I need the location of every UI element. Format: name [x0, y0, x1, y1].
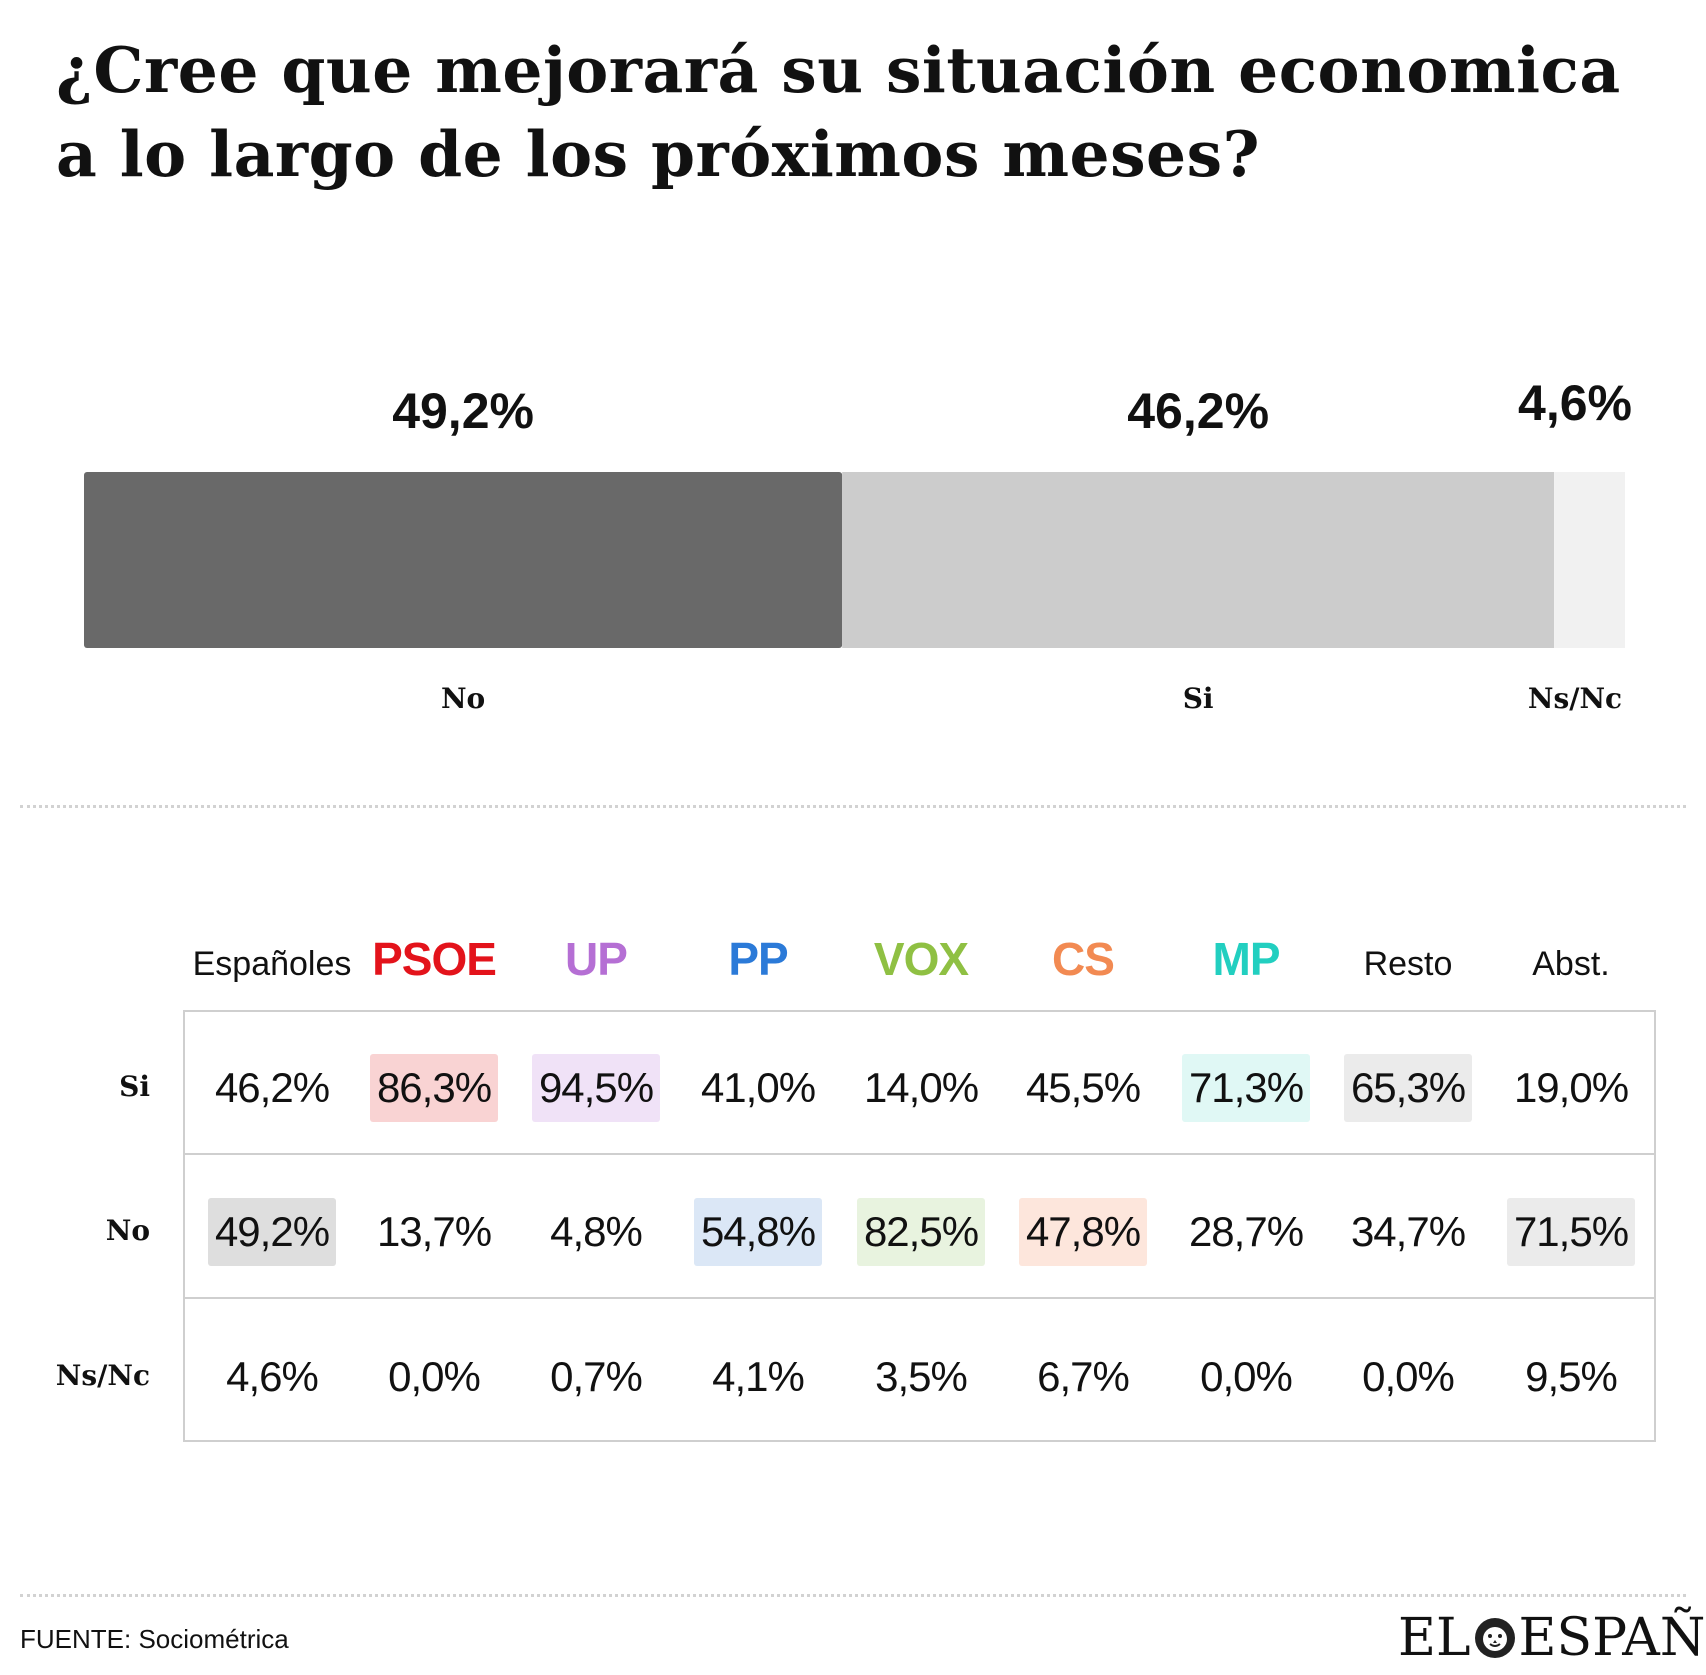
table-cell: 45,5%: [1025, 1064, 1141, 1111]
table-cell: 47,8%: [1019, 1198, 1147, 1266]
table-cell: 9,5%: [1525, 1353, 1618, 1400]
column-header: CS: [1052, 933, 1115, 985]
bar-segment-no: [84, 472, 843, 648]
row-label: No: [105, 1214, 150, 1247]
column-header: UP: [565, 933, 628, 985]
column-header: PP: [728, 933, 788, 985]
lion-head-icon: [1474, 1618, 1515, 1658]
category-label: Si: [1183, 682, 1214, 715]
table-cell: 6,7%: [1037, 1353, 1130, 1400]
table-cell: 65,3%: [1344, 1054, 1472, 1122]
column-header: VOX: [873, 933, 969, 985]
column-header: Abst.: [1532, 945, 1610, 983]
table-cell: 0,0%: [388, 1353, 481, 1400]
logo-right: ESPAÑOL: [1518, 1608, 1706, 1668]
table-cell: 3,5%: [875, 1353, 968, 1400]
value-label: 4,6%: [1518, 375, 1632, 431]
table-cell: 86,3%: [370, 1054, 498, 1122]
row-label: Si: [119, 1070, 150, 1103]
category-label: Ns/Nc: [1528, 682, 1622, 715]
category-label: No: [441, 682, 485, 715]
table-cell: 13,7%: [376, 1208, 492, 1255]
table-divider: [183, 1297, 1656, 1299]
table-cell: 0,7%: [550, 1353, 643, 1400]
bar-segment-ns-nc: [1554, 472, 1625, 648]
table-cell: 0,0%: [1362, 1353, 1455, 1400]
table-cell: 4,1%: [712, 1353, 805, 1400]
table-cell: 54,8%: [694, 1198, 822, 1266]
source-note: FUENTE: Sociométrica: [20, 1624, 289, 1654]
stacked-bar-chart: 49,2% No 46,2% Si 4,6% Ns/Nc: [84, 375, 1632, 715]
column-header: PSOE: [372, 933, 497, 985]
table-cell: 46,2%: [214, 1064, 330, 1111]
table-cell: 28,7%: [1188, 1208, 1304, 1255]
table-divider: [183, 1153, 1656, 1155]
row-label: Ns/Nc: [55, 1359, 150, 1392]
logo-left: EL: [1398, 1608, 1471, 1668]
table-cell: 94,5%: [532, 1054, 660, 1122]
table-cell: 71,5%: [1507, 1198, 1635, 1266]
el-espanol-logo: EL ESPAÑOL: [1398, 1608, 1706, 1668]
table-cell: 49,2%: [208, 1198, 336, 1266]
table-cell: 4,6%: [226, 1353, 319, 1400]
table-cell: 14,0%: [863, 1064, 979, 1111]
value-label: 46,2%: [1127, 383, 1269, 439]
results-table: [183, 1010, 1656, 1442]
column-header: MP: [1212, 933, 1281, 985]
table-cell: 82,5%: [857, 1198, 985, 1266]
value-label: 49,2%: [392, 383, 534, 439]
table-cell: 41,0%: [700, 1064, 816, 1111]
divider-top: [20, 805, 1686, 808]
table-cell: 71,3%: [1182, 1054, 1310, 1122]
bar-segment-si: [842, 472, 1555, 648]
table-cell: 0,0%: [1200, 1353, 1293, 1400]
divider-bottom: [20, 1594, 1686, 1597]
table-cell: 19,0%: [1513, 1064, 1629, 1111]
column-header: Resto: [1363, 945, 1453, 983]
table-cell: 34,7%: [1350, 1208, 1466, 1255]
page-title: ¿Cree que mejorará su situación economic…: [56, 33, 1621, 191]
table-cell: 4,8%: [550, 1208, 643, 1255]
column-header: Españoles: [192, 945, 352, 983]
